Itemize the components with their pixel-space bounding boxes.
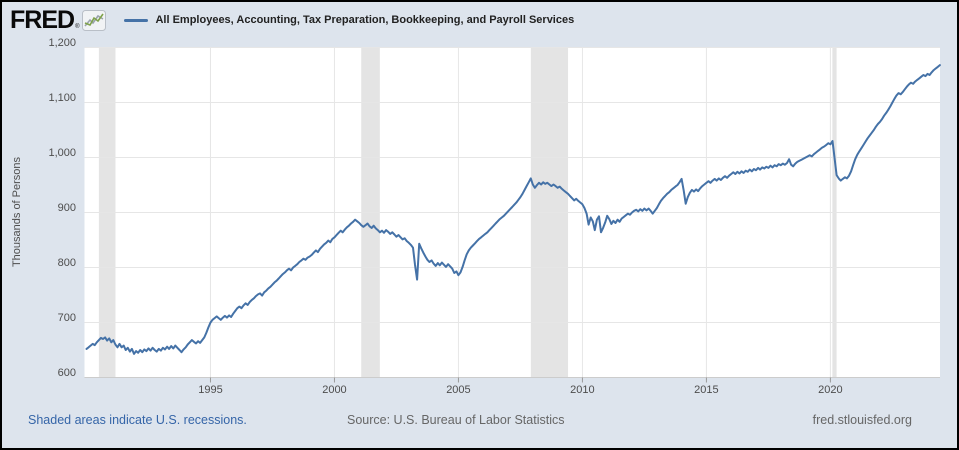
- y-axis-tick-label: 900: [57, 201, 76, 214]
- y-axis-tick-label: 1,200: [48, 36, 76, 49]
- y-axis-tick-label: 1,100: [48, 91, 76, 104]
- y-axis-tick-label: 700: [57, 311, 76, 324]
- y-axis-tick-label: 800: [57, 256, 76, 269]
- x-axis-tick-label: 2015: [694, 384, 719, 396]
- recession-note-link[interactable]: Shaded areas indicate U.S. recessions.: [28, 413, 247, 427]
- legend-series-label: All Employees, Accounting, Tax Preparati…: [155, 14, 575, 26]
- legend-line-swatch: [124, 18, 149, 22]
- data-line-series[interactable]: [85, 64, 941, 355]
- y-axis-tick-label: 600: [57, 366, 76, 379]
- fred-logo-chart-icon: [82, 10, 107, 31]
- chart-header: FRED ® All Employees, Accounting, Tax Pr…: [10, 6, 574, 34]
- x-axis-tick-label: 2005: [446, 384, 471, 396]
- x-axis-tick-label: 2000: [322, 384, 347, 396]
- x-axis-tick-label: 2020: [818, 384, 843, 396]
- x-axis-tick-label: 1995: [198, 384, 223, 396]
- x-axis-tick-label: 2010: [570, 384, 595, 396]
- registered-mark: ®: [75, 24, 80, 30]
- chart-footer: Shaded areas indicate U.S. recessions. S…: [0, 413, 959, 433]
- fred-logo[interactable]: FRED ®: [10, 6, 107, 34]
- chart-legend: All Employees, Accounting, Tax Preparati…: [124, 14, 574, 26]
- y-axis-tick-label: 1,000: [48, 146, 76, 159]
- fred-logo-text: FRED: [10, 6, 75, 34]
- fred-site-link[interactable]: fred.stlouisfed.org: [812, 413, 912, 427]
- source-text: Source: U.S. Bureau of Labor Statistics: [347, 413, 565, 427]
